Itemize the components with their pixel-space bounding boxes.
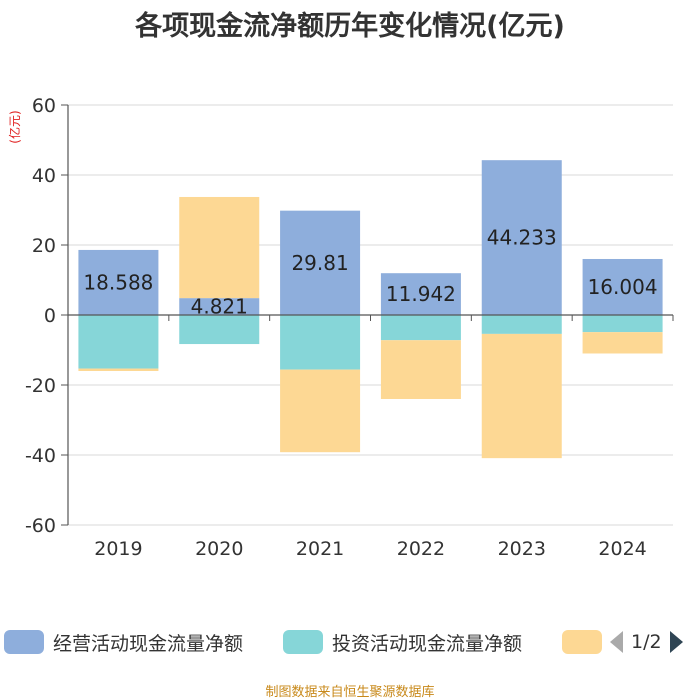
bar-financing-2022	[380, 340, 461, 399]
bar-investing-2024	[582, 315, 663, 333]
y-axis-unit: (亿元)	[7, 110, 22, 143]
y-tick-label: 20	[32, 235, 56, 257]
bar-financing-2019	[78, 368, 159, 371]
x-tick-label: 2023	[498, 538, 546, 560]
bar-operating-2020	[179, 298, 260, 315]
bar-investing-2019	[78, 315, 159, 369]
legend-page-indicator: 1/2	[631, 631, 662, 653]
bar-operating-2022	[380, 273, 461, 315]
y-tick-label: 0	[44, 305, 56, 327]
y-tick-label: 60	[32, 95, 56, 117]
legend-swatch-investing	[283, 630, 323, 654]
x-tick-label: 2024	[598, 538, 646, 560]
legend-swatch-operating	[4, 630, 44, 654]
x-tick-label: 2021	[296, 538, 344, 560]
data-label-2024: 16.004	[588, 275, 658, 299]
bar-operating-2023	[481, 160, 562, 315]
bar-financing-2020	[179, 196, 260, 299]
bar-operating-2024	[582, 258, 663, 315]
legend-item-operating[interactable]: 经营活动现金流量净额	[4, 629, 243, 655]
bar-financing-2021	[280, 369, 361, 453]
data-label-2022: 11.942	[386, 282, 456, 306]
chart-title: 各项现金流净额历年变化情况(亿元)	[135, 11, 565, 42]
data-label-2023: 44.233	[487, 226, 557, 250]
bar-operating-2019	[78, 249, 159, 315]
legend-prev-icon[interactable]	[610, 631, 623, 653]
y-tick-label: -20	[25, 375, 56, 397]
legend-label-investing: 投资活动现金流量净额	[332, 632, 523, 655]
bar-investing-2023	[481, 315, 562, 334]
bar-financing-2023	[481, 333, 562, 459]
legend-next-icon[interactable]	[669, 631, 683, 653]
source-note: 制图数据来自恒生聚源数据库	[265, 685, 435, 700]
legend: 经营活动现金流量净额 投资活动现金流量净额 1/2	[0, 625, 700, 659]
y-tick-label: -60	[25, 515, 56, 537]
y-tick-label: 40	[32, 165, 56, 187]
bar-investing-2022	[380, 315, 461, 341]
data-label-2019: 18.588	[83, 270, 153, 294]
data-label-2021: 29.81	[291, 251, 348, 275]
y-tick-label: -40	[25, 445, 56, 467]
bar-operating-2021	[280, 210, 361, 315]
bar-financing-2024	[582, 332, 663, 354]
bar-investing-2021	[280, 315, 361, 370]
bar-investing-2020	[179, 315, 260, 345]
legend-swatch-financing	[562, 630, 602, 654]
x-tick-label: 2019	[94, 538, 142, 560]
x-tick-label: 2020	[195, 538, 243, 560]
legend-label-operating: 经营活动现金流量净额	[53, 632, 244, 655]
x-tick-label: 2022	[397, 538, 445, 560]
legend-item-investing[interactable]: 投资活动现金流量净额	[283, 629, 522, 655]
legend-pager: 1/2	[610, 629, 683, 655]
data-label-2020: 4.821	[191, 295, 248, 319]
legend-item-financing[interactable]	[562, 629, 611, 655]
